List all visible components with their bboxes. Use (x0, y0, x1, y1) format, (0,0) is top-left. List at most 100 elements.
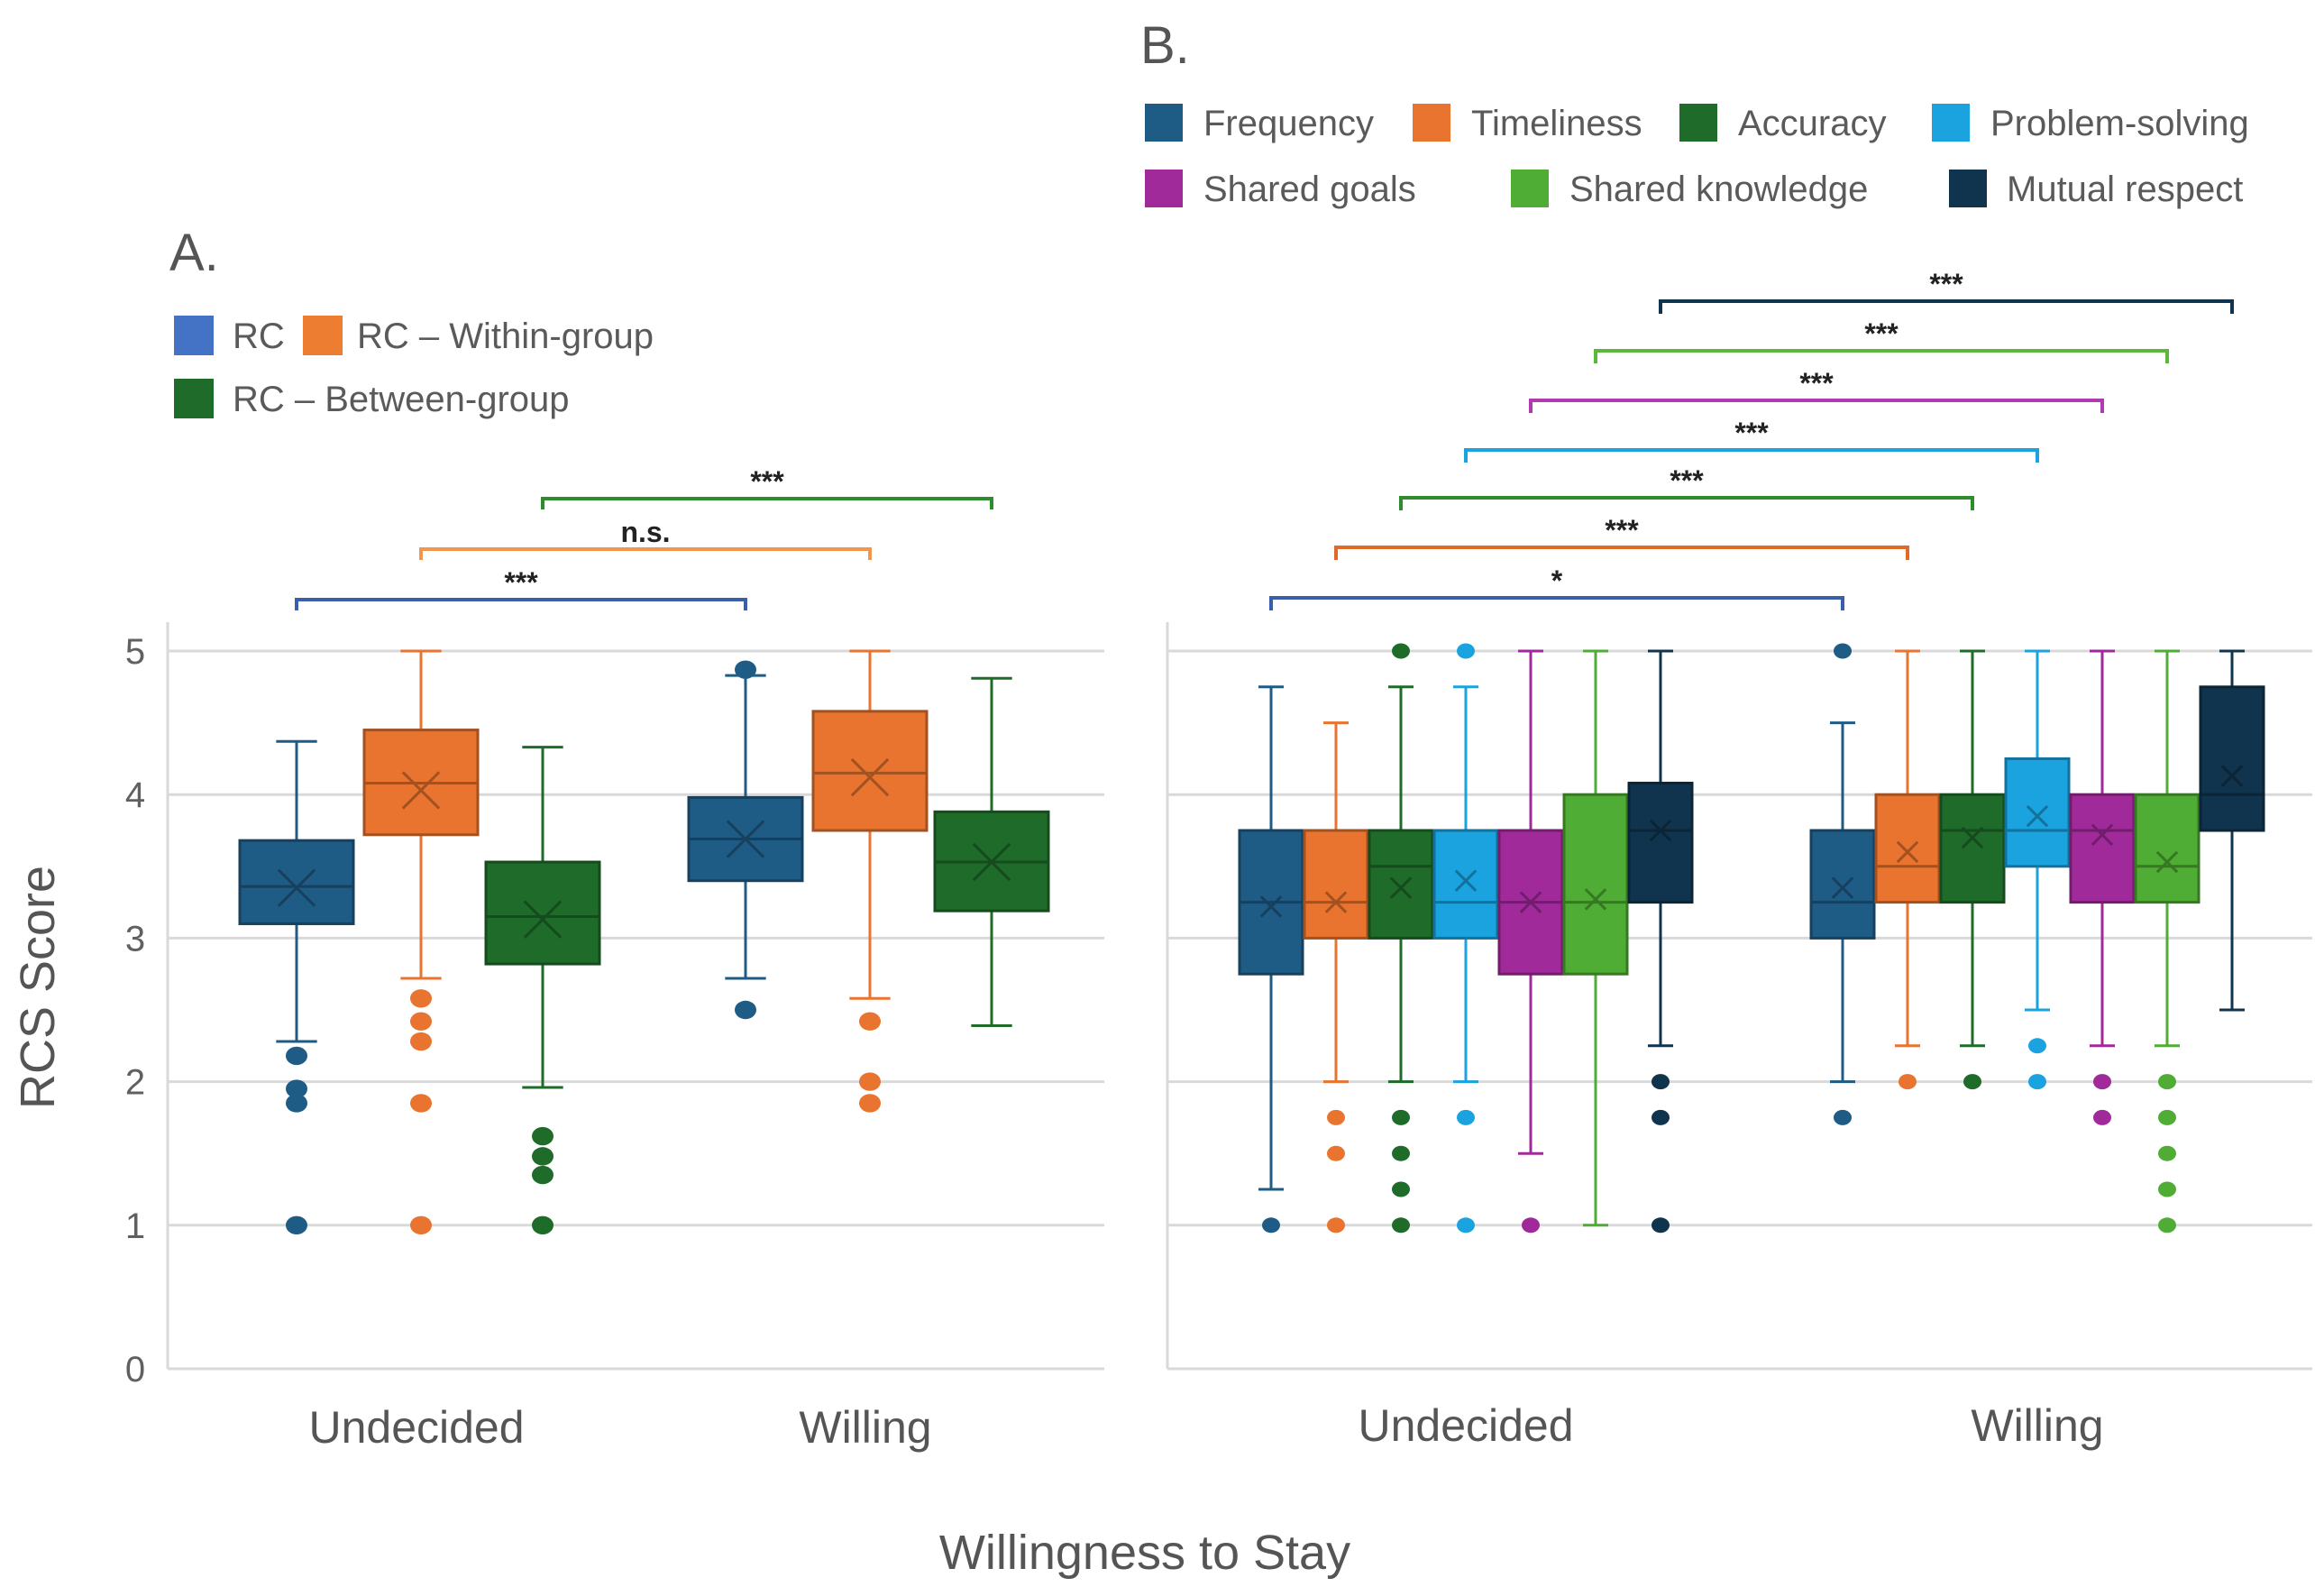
box-a-rc-willing (687, 660, 804, 1020)
box-a-rc-within-group-undecided-outlier-0 (410, 989, 432, 1008)
significance-label-mutual-respect: *** (1929, 268, 1963, 300)
box-b-frequency-undecided-mean-marker (1259, 895, 1283, 918)
box-a-rc-within-group-willing-outlier-1 (859, 1072, 881, 1091)
box-a-rc-between-group-undecided-outlier-1 (532, 1147, 554, 1166)
box-b-shared-knowledge-willing-outlier-3 (2158, 1181, 2176, 1197)
box-b-mutual-respect-willing (2199, 649, 2265, 1012)
box-b-mutual-respect-undecided-mean-marker (1649, 819, 1672, 842)
panel-b-boxes (1238, 643, 2265, 1234)
panel-b-categories: Undecided Willing (1358, 1400, 2103, 1451)
box-b-timeliness-undecided-outlier-2 (1327, 1217, 1345, 1234)
box-b-timeliness-willing-mean-marker (1896, 840, 1919, 864)
box-b-frequency-undecided (1238, 685, 1304, 1234)
box-b-accuracy-willing-outlier-0 (1963, 1074, 1981, 1090)
y-tick-label-4: 4 (125, 775, 145, 815)
box-a-rc-undecided-outlier-0 (286, 1046, 307, 1066)
box-b-accuracy-undecided-outlier-1 (1392, 1109, 1410, 1125)
panel-a-legend: RC RC – Within-group RC – Between-group (174, 316, 654, 419)
y-tick-label-2: 2 (125, 1063, 145, 1103)
significance-bracket-timeliness (1334, 546, 1909, 560)
box-b-problem-solving-willing-outlier-0 (2028, 1038, 2046, 1054)
legend-label-mutual-respect: Mutual respect (2007, 170, 2243, 209)
box-a-rc-between-group-undecided-outlier-3 (532, 1215, 554, 1235)
box-b-frequency-undecided-outlier-0 (1262, 1217, 1280, 1234)
box-b-problem-solving-undecided-outlier-2 (1457, 1217, 1475, 1234)
significance-bracket-accuracy (1399, 496, 1974, 510)
legend-swatch-frequency (1145, 104, 1183, 142)
significance-bracket-rc-within-group (419, 547, 872, 560)
significance-bracket-rc-between-group (541, 497, 993, 509)
box-b-problem-solving-undecided-mean-marker (1454, 869, 1478, 892)
box-a-rc-within-group-undecided (362, 649, 480, 1235)
panel-a-boxes (238, 649, 1050, 1235)
category-label-willing: Willing (799, 1402, 931, 1453)
y-tick-label-3: 3 (125, 919, 145, 959)
box-a-rc-between-group-undecided-outlier-0 (532, 1126, 554, 1146)
box-a-rc-undecided-iqr-box (238, 839, 355, 925)
y-tick-label-5: 5 (125, 632, 145, 672)
box-b-shared-goals-willing-outlier-1 (2093, 1109, 2111, 1125)
legend-label-rc-between-group: RC – Between-group (233, 380, 570, 419)
significance-bracket-problem-solving (1464, 448, 2039, 463)
significance-label-accuracy: *** (1670, 464, 1704, 497)
box-b-shared-goals-willing-mean-marker (2091, 823, 2114, 847)
panel-a-label: A. (169, 224, 219, 282)
panel-a-categories: Undecided Willing (308, 1402, 931, 1453)
box-b-shared-knowledge-undecided (1562, 649, 1629, 1227)
box-b-problem-solving-undecided-iqr-box (1432, 829, 1499, 940)
box-a-rc-within-group-undecided-outlier-1 (410, 1012, 432, 1031)
box-b-frequency-willing-mean-marker (1831, 876, 1854, 899)
significance-bracket-rc (295, 598, 747, 610)
category-label-undecided: Undecided (308, 1402, 524, 1453)
box-a-rc-between-group-undecided-mean-marker (523, 900, 563, 939)
box-b-mutual-respect-undecided-outlier-1 (1652, 1109, 1670, 1125)
significance-label-rc-within-group: n.s. (620, 516, 670, 548)
box-a-rc-within-group-willing-outlier-2 (859, 1094, 881, 1113)
box-b-shared-knowledge-willing-outlier-4 (2158, 1217, 2176, 1234)
box-b-shared-knowledge-willing-outlier-2 (2158, 1145, 2176, 1161)
box-a-rc-within-group-undecided-outlier-3 (410, 1094, 432, 1113)
box-b-shared-goals-undecided-outlier-0 (1522, 1217, 1540, 1234)
box-b-accuracy-willing-mean-marker (1961, 826, 1984, 849)
box-b-mutual-respect-willing-iqr-box (2199, 685, 2265, 832)
box-b-timeliness-undecided-iqr-box (1303, 829, 1369, 940)
legend-swatch-rc (174, 316, 214, 355)
box-b-problem-solving-willing-mean-marker (2026, 804, 2049, 828)
significance-label-rc: *** (504, 566, 538, 599)
box-b-timeliness-undecided-outlier-1 (1327, 1145, 1345, 1161)
box-a-rc-within-group-willing-iqr-box (811, 710, 929, 832)
box-b-accuracy-undecided-outlier-2 (1392, 1145, 1410, 1161)
legend-swatch-problem-solving (1932, 104, 1970, 142)
significance-bracket-shared-goals (1529, 399, 2104, 413)
legend-label-timeliness: Timeliness (1471, 104, 1642, 143)
box-b-timeliness-undecided-mean-marker (1324, 891, 1348, 913)
panel-a: A. RC RC – Within-group RC – Between-group… (125, 224, 1104, 1453)
significance-label-shared-knowledge: *** (1864, 317, 1899, 350)
box-b-accuracy-undecided-outlier-4 (1392, 1217, 1410, 1234)
box-b-frequency-willing-iqr-box (1809, 829, 1876, 940)
box-b-accuracy-willing (1939, 649, 2006, 1090)
legend-label-rc: RC (233, 316, 285, 356)
box-a-rc-undecided (238, 739, 355, 1235)
box-b-problem-solving-willing-iqr-box (2004, 757, 2071, 868)
significance-label-shared-goals: *** (1799, 367, 1834, 399)
legend-label-shared-goals: Shared goals (1203, 170, 1416, 209)
box-a-rc-within-group-undecided-outlier-2 (410, 1032, 432, 1051)
panel-b-legend: Frequency Timeliness Accuracy Problem-solvi… (1145, 104, 2249, 209)
box-b-accuracy-undecided-outlier-0 (1392, 643, 1410, 659)
significance-label-problem-solving: *** (1734, 417, 1769, 449)
significance-bracket-shared-knowledge (1594, 349, 2169, 363)
legend-swatch-timeliness (1413, 104, 1450, 142)
legend-label-frequency: Frequency (1203, 104, 1374, 143)
box-b-problem-solving-undecided-outlier-1 (1457, 1109, 1475, 1125)
box-a-rc-willing-outlier-0 (735, 660, 756, 679)
box-b-timeliness-undecided (1303, 721, 1369, 1234)
box-b-mutual-respect-undecided-outlier-2 (1652, 1217, 1670, 1234)
legend-label-problem-solving: Problem-solving (1990, 104, 2249, 143)
box-b-timeliness-willing (1874, 649, 1941, 1090)
box-b-shared-knowledge-willing-outlier-1 (2158, 1109, 2176, 1125)
box-b-timeliness-willing-iqr-box (1874, 793, 1941, 904)
box-b-problem-solving-undecided (1432, 643, 1499, 1234)
box-b-accuracy-undecided-iqr-box (1368, 829, 1434, 940)
